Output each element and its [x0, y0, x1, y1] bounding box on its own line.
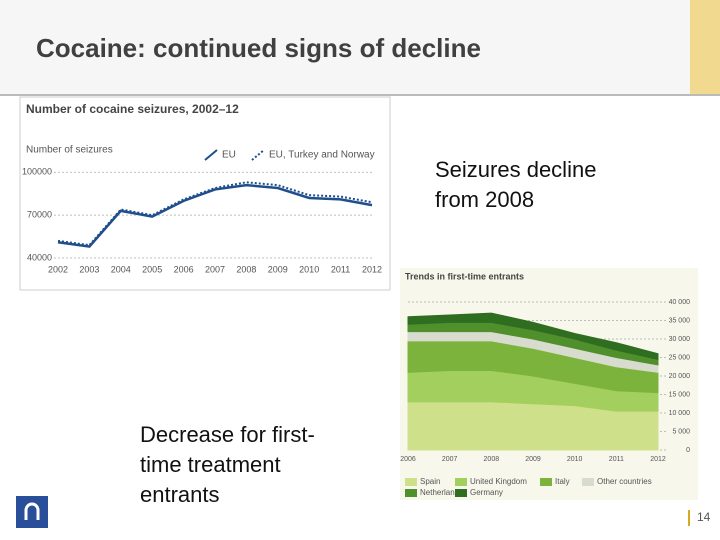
legend-swatch: [455, 489, 467, 497]
x-tick-label: 2006: [400, 456, 416, 463]
x-tick-label: 2009: [268, 264, 288, 274]
legend-label: United Kingdom: [470, 477, 527, 486]
y-tick-label: 35 000: [669, 317, 691, 324]
x-tick-label: 2011: [609, 456, 624, 463]
y-axis-label: Number of seizures: [26, 145, 113, 156]
legend-label: Netherlands: [420, 488, 463, 497]
x-tick-label: 2003: [79, 264, 99, 274]
x-tick-label: 2006: [174, 264, 194, 274]
x-tick-label: 2004: [111, 264, 131, 274]
chart-title: Number of cocaine seizures, 2002–12: [26, 102, 239, 116]
y-tick-label: 40000: [27, 252, 52, 262]
logo: [16, 496, 48, 528]
x-tick-label: 2008: [236, 264, 256, 274]
x-tick-label: 2005: [142, 264, 162, 274]
legend-swatch: [582, 478, 594, 486]
x-tick-label: 2007: [442, 456, 458, 463]
chart-title: Trends in first-time entrants: [405, 271, 524, 281]
logo-glyph: [24, 502, 40, 520]
x-tick-label: 2012: [650, 456, 666, 463]
y-tick-label: 15 000: [669, 391, 691, 398]
x-tick-label: 2009: [525, 456, 541, 463]
legend-swatch: [405, 489, 417, 497]
note: Decrease for first-time treatment entran…: [140, 422, 315, 507]
note: Seizures decline from 2008: [435, 157, 597, 212]
header-band: [0, 0, 690, 95]
y-tick-label: 10 000: [669, 410, 691, 417]
legend-label: EU: [222, 150, 236, 161]
legend-label: Other countries: [597, 477, 652, 486]
x-tick-label: 2002: [48, 264, 68, 274]
header-accent: [690, 0, 720, 95]
x-tick-label: 2010: [299, 264, 319, 274]
page-number: 14: [697, 510, 711, 524]
y-tick-label: 70000: [27, 210, 52, 220]
y-tick-label: 100000: [22, 167, 52, 177]
legend-label: Germany: [470, 488, 503, 497]
x-tick-label: 2011: [331, 264, 350, 274]
legend-label: Spain: [420, 477, 440, 486]
legend-swatch: [251, 149, 265, 161]
legend-swatch: [455, 478, 467, 486]
y-tick-label: 0: [686, 447, 690, 454]
y-tick-label: 20 000: [669, 373, 691, 380]
x-tick-label: 2012: [362, 264, 382, 274]
x-tick-label: 2007: [205, 264, 225, 274]
legend-swatch: [540, 478, 552, 486]
slide-title: Cocaine: continued signs of decline: [36, 33, 481, 63]
x-tick-label: 2008: [484, 456, 500, 463]
y-tick-label: 40 000: [669, 299, 691, 306]
legend-swatch: [405, 478, 417, 486]
y-tick-label: 30 000: [669, 336, 691, 343]
area: [407, 312, 659, 360]
legend-label: EU, Turkey and Norway: [269, 150, 375, 161]
legend-swatch: [204, 149, 218, 161]
y-tick-label: 5 000: [672, 428, 690, 435]
legend-label: Italy: [555, 477, 570, 486]
x-tick-label: 2010: [567, 456, 583, 463]
y-tick-label: 25 000: [669, 354, 691, 361]
data-line: [57, 183, 373, 248]
